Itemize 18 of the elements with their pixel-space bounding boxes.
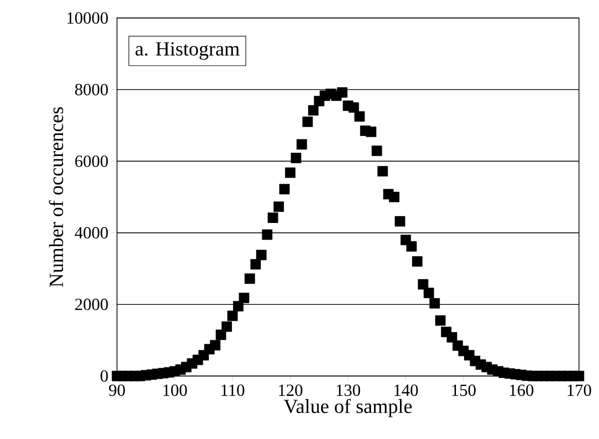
y-tick-label: 2000	[75, 298, 108, 310]
x-axis-title: Value of sample	[284, 398, 412, 418]
x-tick-label: 150	[452, 384, 476, 396]
y-tick-label: 10000	[67, 12, 108, 24]
x-tick-label: 160	[510, 384, 534, 396]
x-tick-label: 110	[222, 384, 244, 396]
x-tick-label: 100	[164, 384, 187, 396]
y-tick-label: 0	[100, 370, 108, 382]
y-axis-title: Number of occurences	[48, 107, 64, 287]
x-tick-label: 90	[109, 384, 125, 396]
x-tick-label: 130	[336, 384, 360, 396]
y-tick-label: 4000	[74, 227, 108, 239]
y-tick-label: 8000	[75, 84, 108, 96]
annotation: a. Histogram	[136, 42, 240, 60]
x-tick-label: 170	[568, 384, 592, 396]
x-tick-label: 140	[394, 384, 418, 396]
x-tick-label: 120	[279, 384, 302, 396]
y-tick-label: 6000	[75, 155, 108, 167]
